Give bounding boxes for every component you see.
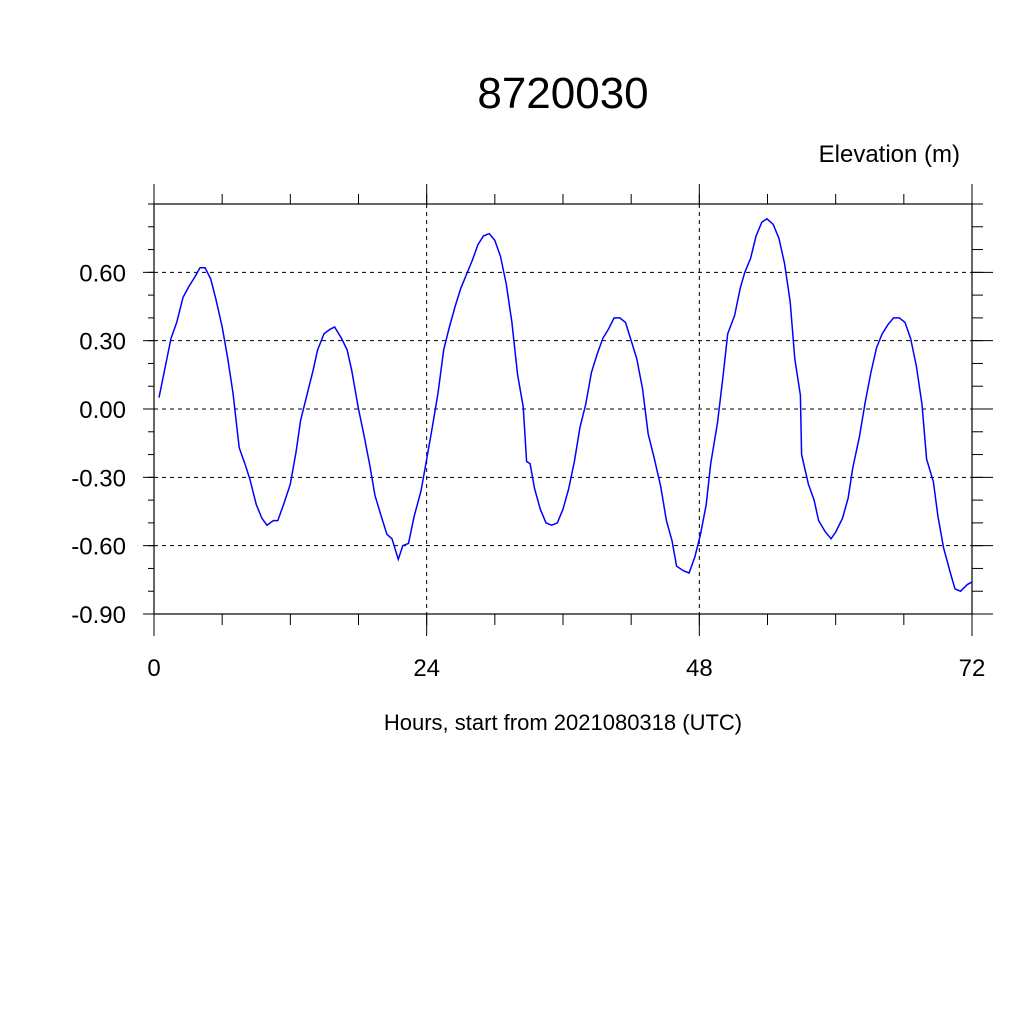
x-tick-label: 72	[959, 655, 986, 682]
grid	[154, 204, 972, 615]
y-axis-label: Elevation (m)	[819, 141, 960, 168]
x-tick-label: 0	[147, 655, 160, 682]
x-tick-label: 48	[686, 655, 713, 682]
ticks	[143, 184, 993, 636]
x-axis-label: Hours, start from 2021080318 (UTC)	[384, 710, 742, 735]
y-tick-labels: 0.60 0.30 0.00 -0.30 -0.60 -0.90	[71, 260, 126, 629]
y-tick-label: 0.60	[79, 260, 126, 287]
chart-title: 8720030	[477, 69, 648, 118]
y-tick-label: -0.90	[71, 602, 126, 629]
x-tick-label: 24	[413, 655, 440, 682]
y-tick-label: 0.30	[79, 329, 126, 356]
y-tick-label: -0.60	[71, 534, 126, 561]
y-tick-label: 0.00	[79, 397, 126, 424]
y-tick-label: -0.30	[71, 465, 126, 492]
x-tick-labels: 0 24 48 72	[147, 655, 985, 682]
plot-frame	[153, 203, 973, 615]
elevation-line	[158, 217, 973, 593]
